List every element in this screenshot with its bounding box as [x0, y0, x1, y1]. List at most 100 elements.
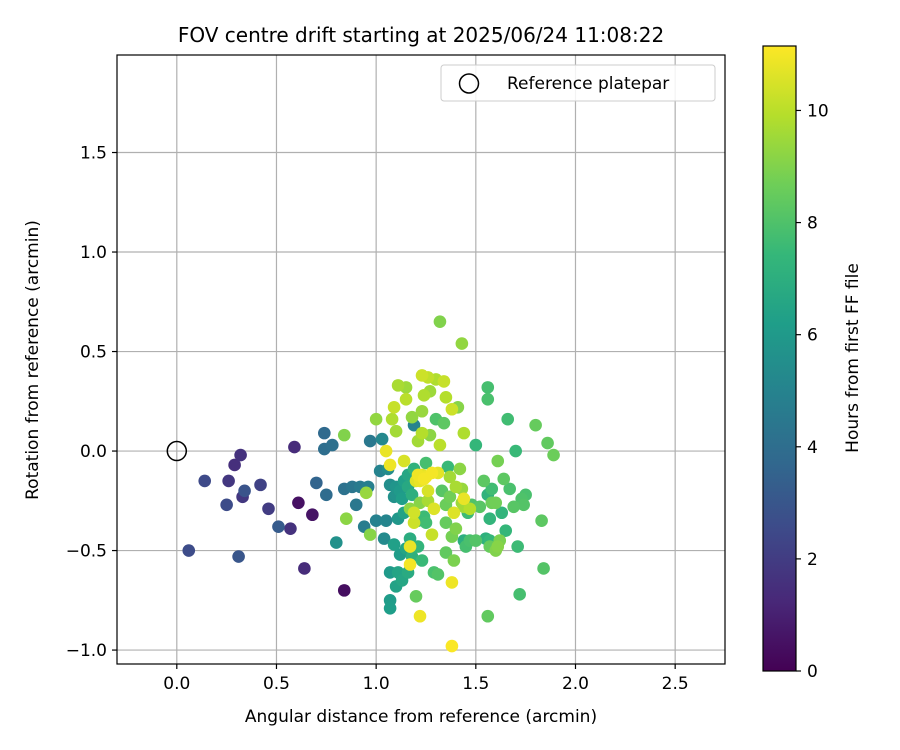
data-point-166 — [491, 454, 505, 468]
data-point-65 — [397, 454, 411, 468]
colorbar-tick-label-2: 4 — [807, 438, 818, 458]
data-point-134 — [449, 522, 463, 535]
colorbar-tick-label-0: 0 — [807, 662, 818, 682]
data-point-90 — [413, 609, 427, 623]
data-point-169 — [495, 506, 509, 520]
data-point-152 — [473, 500, 487, 514]
data-point-105 — [421, 484, 435, 498]
data-point-153 — [477, 474, 491, 488]
data-point-95 — [415, 404, 429, 418]
data-point-122 — [439, 516, 453, 529]
data-point-157 — [481, 609, 495, 623]
colorbar-tick-label-4: 8 — [807, 214, 818, 234]
data-point-156 — [481, 393, 495, 406]
data-point-184 — [541, 436, 554, 450]
data-point-21 — [325, 438, 339, 452]
y-tick-label-5: 1.5 — [80, 144, 107, 164]
plot-frame — [116, 54, 726, 665]
chart-title: FOV centre drift starting at 2025/06/24 … — [178, 23, 664, 47]
data-point-108 — [425, 528, 439, 541]
data-point-62 — [395, 492, 409, 506]
legend-open-circle-icon — [458, 73, 480, 94]
data-point-33 — [363, 434, 377, 448]
colorbar-tick-label-5: 10 — [807, 101, 829, 121]
data-point-1 — [198, 474, 212, 488]
data-point-120 — [437, 416, 451, 430]
data-point-171 — [499, 524, 513, 537]
data-point-176 — [511, 540, 524, 553]
data-point-31 — [359, 486, 373, 500]
data-point-75 — [403, 558, 417, 571]
colorbar-tick-label-3: 6 — [807, 326, 818, 346]
data-point-25 — [337, 428, 351, 442]
x-tick-label-3: 1.5 — [462, 674, 489, 694]
x-axis: 0.0 0.5 1.0 1.5 2.0 2.5 — [163, 664, 689, 694]
data-point-117 — [433, 438, 447, 452]
data-point-22 — [329, 536, 343, 549]
data-point-77 — [405, 488, 419, 502]
data-point-137 — [453, 462, 467, 476]
data-point-126 — [443, 490, 457, 504]
data-point-109 — [425, 466, 439, 480]
colorbar-label: Hours from first FF file — [843, 263, 863, 453]
data-point-6 — [234, 448, 247, 462]
data-point-17 — [310, 476, 323, 490]
data-point-150 — [469, 438, 483, 452]
x-tick-label-1: 0.5 — [263, 674, 290, 694]
data-point-142 — [457, 492, 471, 506]
data-point-34 — [363, 528, 377, 541]
data-point-124 — [439, 391, 453, 404]
data-point-116 — [433, 315, 447, 328]
data-point-155 — [481, 381, 495, 394]
colorbar — [762, 45, 797, 672]
y-tick-label-4: 1.0 — [80, 243, 107, 263]
data-point-9 — [254, 478, 267, 492]
data-point-50 — [387, 538, 401, 551]
data-point-125 — [441, 460, 455, 474]
data-point-2 — [220, 498, 233, 512]
reference-platepar-marker — [166, 440, 188, 462]
data-point-81 — [407, 516, 421, 529]
data-point-100 — [419, 516, 433, 529]
data-point-40 — [379, 444, 393, 458]
data-point-28 — [349, 498, 363, 512]
data-point-48 — [385, 412, 399, 426]
data-point-76 — [405, 410, 419, 424]
data-point-177 — [513, 588, 526, 601]
data-point-92 — [415, 426, 429, 440]
data-point-4 — [228, 458, 241, 472]
colorbar-tick-label-1: 2 — [807, 550, 818, 570]
data-point-46 — [383, 601, 397, 615]
data-point-36 — [369, 412, 383, 426]
data-point-14 — [292, 496, 305, 510]
data-point-73 — [403, 540, 417, 553]
data-point-35 — [369, 514, 383, 528]
data-point-11 — [272, 520, 285, 533]
data-point-111 — [427, 502, 441, 516]
data-point-99 — [417, 389, 431, 402]
data-point-175 — [509, 444, 522, 458]
data-point-167 — [491, 540, 505, 553]
data-point-179 — [517, 498, 530, 512]
data-point-20 — [320, 488, 333, 502]
legend-label: Reference platepar — [507, 74, 669, 94]
data-point-5 — [232, 550, 245, 563]
data-point-174 — [507, 500, 520, 514]
data-point-51 — [387, 400, 401, 414]
data-point-163 — [485, 482, 499, 496]
data-point-15 — [298, 562, 311, 575]
legend: Reference platepar — [440, 64, 716, 102]
data-point-18 — [318, 426, 331, 440]
data-point-96 — [415, 369, 429, 382]
data-point-10 — [262, 502, 275, 516]
data-point-83 — [409, 590, 423, 603]
data-point-172 — [501, 412, 515, 426]
data-point-121 — [439, 546, 453, 559]
data-point-128 — [445, 402, 459, 416]
y-tick-label-0: −1.0 — [66, 641, 107, 661]
y-tick-label-3: 0.5 — [80, 343, 107, 363]
data-point-12 — [284, 522, 297, 535]
data-point-55 — [389, 424, 403, 438]
data-point-26 — [339, 512, 353, 526]
